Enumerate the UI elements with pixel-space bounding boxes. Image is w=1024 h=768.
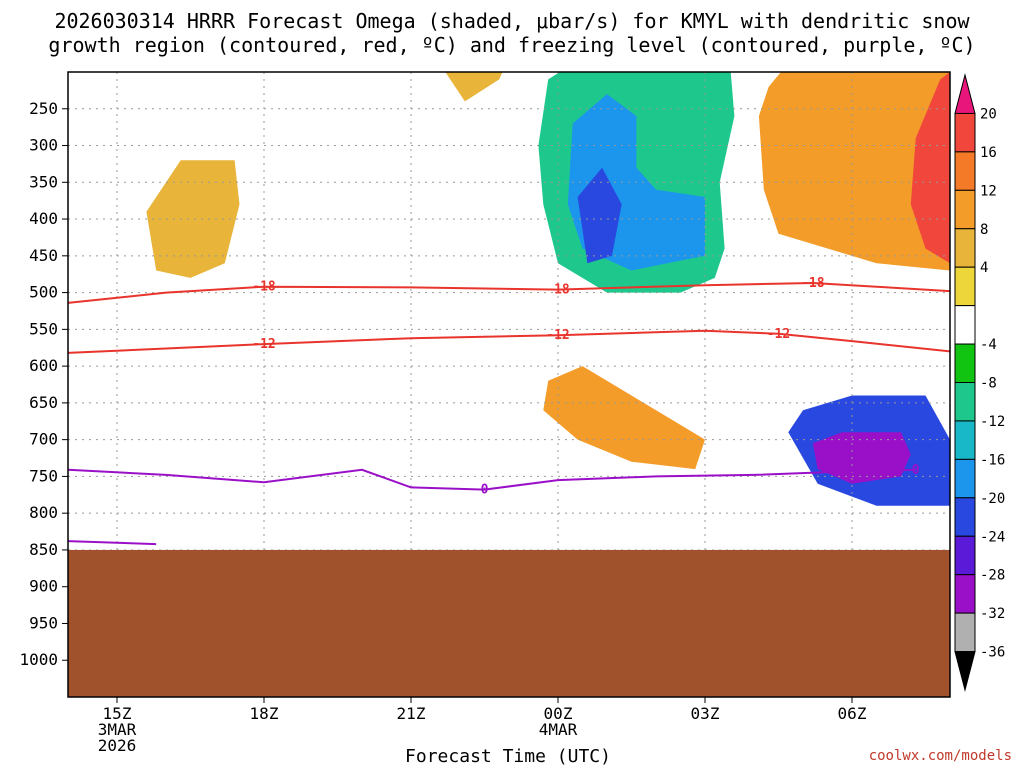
pressure-tick-label: 900 <box>29 577 58 596</box>
date-tick-label: 3MAR <box>98 720 137 739</box>
chart-title-line-2: growth region (contoured, red, ºC) and f… <box>48 33 975 57</box>
omega-region-descent-low <box>543 366 705 470</box>
colorbar-label: 12 <box>980 183 997 199</box>
dgz-contour-label: -12 <box>767 327 790 342</box>
pressure-tick-label: 350 <box>29 172 58 191</box>
pressure-tick-label: 250 <box>29 99 58 118</box>
time-tick-label: 15Z <box>103 704 132 723</box>
omega-region-ascent-extreme <box>577 167 622 264</box>
freezing-level-line <box>68 468 916 491</box>
colorbar-label: -12 <box>980 414 1005 430</box>
colorbar-swatch <box>954 574 976 614</box>
colorbar-label: -20 <box>980 491 1005 507</box>
colorbar-swatch <box>954 343 976 383</box>
colorbar-label: -4 <box>980 337 997 353</box>
freezing-level-label: 0 <box>481 483 489 498</box>
colorbar-swatch <box>954 228 976 268</box>
colorbar-label: -32 <box>980 606 1005 622</box>
pressure-tick-label: 500 <box>29 283 58 302</box>
colorbar-bottom-arrow <box>954 651 976 692</box>
colorbar-label: 20 <box>980 106 997 122</box>
temperature-contours: -18 -18 -18 -12 -12 -12 0 0 <box>68 276 950 546</box>
omega-colorbar: 20 16 12 8 4 -4 -8 -12 -16 -20 -24 -28 -32 -36 <box>954 73 1005 692</box>
colorbar-swatch <box>954 612 976 653</box>
colorbar-label: 4 <box>980 260 988 276</box>
time-tick-label: 03Z <box>691 704 720 723</box>
omega-region-green-blob-3 <box>303 72 338 153</box>
credit-text: coolwx.com/models <box>869 748 1012 764</box>
colorbar-label: 8 <box>980 222 988 238</box>
x-axis-label: Forecast Time (UTC) <box>405 746 611 767</box>
freezing-level-label: 0 <box>912 463 920 478</box>
pressure-tick-label: 800 <box>29 503 58 522</box>
omega-region-yellow-blob-1 <box>146 160 240 278</box>
colorbar-label: -36 <box>980 645 1005 661</box>
colorbar-swatch <box>954 420 976 460</box>
pressure-tick-label: 600 <box>29 356 58 375</box>
dgz-contour-label: -18 <box>252 280 276 295</box>
colorbar-swatch <box>954 266 976 307</box>
pressure-tick-label: 700 <box>29 430 58 449</box>
colorbar-label: -28 <box>980 568 1005 584</box>
pressure-tick-label: 400 <box>29 209 58 228</box>
colorbar-swatch <box>954 151 976 191</box>
freezing-level-line-lower <box>68 540 157 546</box>
time-tick-label: 18Z <box>250 704 279 723</box>
dgz-contour-label: -18 <box>546 283 570 298</box>
pressure-tick-label: 750 <box>29 466 58 485</box>
plot-frame <box>67 71 951 698</box>
colorbar-swatch <box>954 112 976 153</box>
colorbar-top-arrow <box>954 73 976 114</box>
omega-region-yellow-blob-2 <box>445 72 503 102</box>
colorbar-label: -8 <box>980 376 997 392</box>
year-tick-label: 2026 <box>98 736 137 755</box>
omega-region-descent-right <box>758 72 950 271</box>
pressure-tick-label: 850 <box>29 540 58 559</box>
colorbar-label: -16 <box>980 452 1005 468</box>
colorbar-label: 16 <box>980 145 997 161</box>
pressure-tick-label: 300 <box>29 136 58 155</box>
pressure-tick-label: 650 <box>29 393 58 412</box>
dgz-contour-label: -12 <box>546 328 569 343</box>
date-tick-label: 4MAR <box>539 720 578 739</box>
colorbar-label: -24 <box>980 529 1005 545</box>
omega-region-descent-right-core <box>910 72 950 264</box>
pressure-tick-label: 950 <box>29 613 58 632</box>
dgz-contour-label: -12 <box>252 337 275 352</box>
pressure-tick-label: 1000 <box>19 650 58 669</box>
colorbar-swatch <box>954 382 976 422</box>
omega-region-green-blob-2 <box>371 307 490 492</box>
time-tick-label: 21Z <box>397 704 426 723</box>
omega-region-green-blob-1 <box>170 491 240 543</box>
colorbar-swatch <box>954 305 976 345</box>
colorbar-swatch <box>954 189 976 230</box>
colorbar-swatch <box>954 535 976 576</box>
colorbar-swatch <box>954 497 976 537</box>
time-tick-label: 06Z <box>838 704 867 723</box>
dgz-contour-line <box>68 281 950 304</box>
ground-below-surface <box>68 549 950 697</box>
colorbar-swatch <box>954 458 976 499</box>
dgz-contour-label: -18 <box>801 276 825 291</box>
time-tick-label: 00Z <box>544 704 573 723</box>
dgz-contour-line <box>68 329 950 354</box>
chart-title-line-1: 2026030314 HRRR Forecast Omega (shaded, … <box>54 9 970 33</box>
pressure-tick-label: 450 <box>29 246 58 265</box>
pressure-tick-label: 550 <box>29 319 58 338</box>
pressure-axis: 250 300 350 400 450 500 550 600 650 700 750 800 850 9… <box>19 99 68 669</box>
